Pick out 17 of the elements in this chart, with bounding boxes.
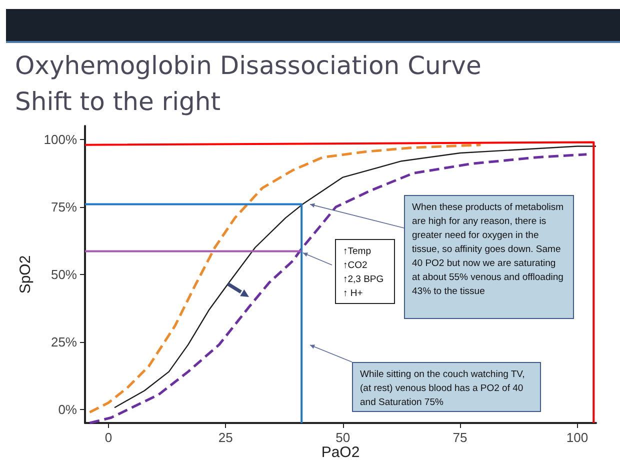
- note-box: When these products of metabolism are high for any reason, there is greater need for oxygen in the tissue, so affinity goes down. Same 40 PO2 but now we are saturating at about 55% venous and offloading 43% to the tissue: [404, 195, 574, 319]
- x-tick-label: 0: [104, 430, 112, 445]
- note-box: ↑Temp ↑CO2 ↑2,3 BPG ↑ H+: [335, 239, 395, 304]
- x-tick-label: 75: [452, 430, 468, 445]
- chart-title: Oxyhemoglobin Disassociation Curve: [15, 51, 482, 80]
- y-tick-label: 0%: [58, 402, 78, 417]
- x-tick-label: 100: [566, 430, 588, 445]
- x-axis-title: PaO2: [321, 444, 360, 461]
- x-tick-label: 25: [218, 430, 233, 445]
- y-tick-label: 100%: [44, 132, 78, 147]
- y-tick-label: 25%: [50, 334, 78, 350]
- y-axis-title: SpO2: [16, 255, 34, 294]
- y-tick-label: 75%: [50, 200, 78, 214]
- y-tick-label: 50%: [50, 267, 78, 282]
- chart-subtitle: Shift to the right: [15, 87, 221, 116]
- note-box: While sitting on the couch watching TV, (at rest) venous blood has a PO2 of 40 and Saturation 75%: [352, 362, 541, 412]
- x-tick-label: 50: [336, 430, 350, 445]
